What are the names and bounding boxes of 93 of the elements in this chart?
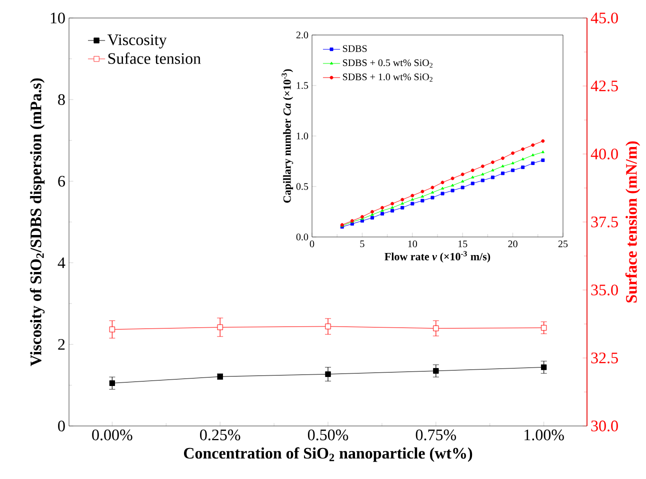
point <box>501 172 505 176</box>
y2-tick-label: 30.0 <box>591 420 618 432</box>
point <box>531 143 535 147</box>
y2-tick-label: 35.0 <box>591 284 618 296</box>
x-tick-label: 1.00% <box>524 430 564 440</box>
y-tick-label: 0 <box>58 420 65 432</box>
point <box>430 196 434 200</box>
point <box>541 158 545 162</box>
point <box>380 208 384 212</box>
point <box>531 162 535 166</box>
point <box>440 192 444 196</box>
y-tick-label: 4 <box>58 258 66 268</box>
point <box>380 206 384 210</box>
point <box>451 184 454 186</box>
point <box>521 157 524 160</box>
point <box>531 153 534 156</box>
point <box>501 164 504 168</box>
y2-tick-label: 37.5 <box>591 216 618 228</box>
legend-label: Suface tension <box>108 52 201 64</box>
point <box>410 194 414 198</box>
y2-tick-label: 32.5 <box>591 352 618 364</box>
x-tick-label: 0.50% <box>308 430 348 440</box>
x-tick-label: 15 <box>458 240 468 248</box>
point <box>490 160 494 164</box>
point <box>450 188 454 192</box>
point <box>440 186 444 190</box>
point <box>370 213 374 216</box>
point <box>420 194 424 198</box>
y-tick-label: 2 <box>58 339 65 350</box>
y2-axis-title: Surface tension (mN/m) <box>625 141 640 302</box>
point <box>410 198 414 201</box>
point <box>521 147 525 151</box>
point <box>460 172 464 176</box>
x-tick-label: 0.25% <box>200 430 240 440</box>
y-axis-title: Capillary number Ca (×10$^{-3}$) <box>282 69 294 203</box>
point <box>390 206 394 209</box>
point <box>400 198 404 202</box>
y-tick-label: 8 <box>58 94 65 105</box>
y-tick-label: 10 <box>50 12 65 24</box>
y-tick-label: 2.0 <box>296 32 308 38</box>
point <box>480 164 484 168</box>
y-axis-title: Viscosity of SiO$_{2}$/SDBS dispersion (mPa.s) <box>30 78 45 366</box>
y2-tick-label: 45.0 <box>590 12 618 24</box>
y-tick-label: 0.0 <box>296 234 308 240</box>
legend-label: Viscosity <box>107 34 167 48</box>
x-axis-title: Flow rate v (×10$^{-3}$ m/s) <box>384 251 490 263</box>
point <box>511 151 515 155</box>
point <box>450 176 454 180</box>
point <box>490 176 494 180</box>
point <box>471 176 474 178</box>
x-tick-label: 5 <box>360 240 364 248</box>
point <box>430 186 434 190</box>
legend-label: SDBS <box>342 45 367 52</box>
y-tick-label: 0.5 <box>296 183 308 190</box>
y2-tick-label: 42.5 <box>590 80 618 92</box>
y-tick-label: 1.0 <box>296 132 308 140</box>
x-tick-label: 0 <box>310 240 314 248</box>
point <box>460 186 464 190</box>
point <box>370 216 374 220</box>
x-tick-label: 0.75% <box>416 430 456 440</box>
point <box>491 168 494 172</box>
point <box>480 178 484 182</box>
point <box>420 190 424 194</box>
point <box>390 202 394 206</box>
legend-label: SDBS + 1.0 wt% SiO$_{2}$ <box>342 74 432 82</box>
point <box>541 150 544 154</box>
point <box>541 139 545 143</box>
legend-label: SDBS + 0.5 wt% SiO$_{2}$ <box>342 59 432 68</box>
point <box>501 156 505 160</box>
point <box>440 180 444 184</box>
point <box>470 182 474 186</box>
point <box>430 190 434 194</box>
y-tick-label: 6 <box>58 176 65 187</box>
x-tick-label: 0.00% <box>92 430 132 440</box>
point <box>400 206 404 210</box>
x-tick-label: 20 <box>508 240 518 248</box>
y2-tick-label: 40.0 <box>590 148 618 160</box>
point <box>511 162 514 164</box>
point <box>410 202 414 206</box>
point <box>521 166 525 170</box>
point <box>481 172 484 176</box>
point <box>380 212 384 216</box>
point <box>400 202 404 205</box>
point <box>461 180 464 182</box>
point <box>470 168 474 172</box>
x-tick-label: 25 <box>558 240 568 248</box>
x-axis-title: Concentration of SiO$_{2}$ nanoparticle (wt%) <box>184 447 472 462</box>
point <box>390 208 394 212</box>
point <box>420 198 424 202</box>
x-tick-label: 10 <box>408 240 418 248</box>
point <box>511 168 515 172</box>
y-tick-label: 1.5 <box>296 82 308 89</box>
point <box>370 210 374 214</box>
